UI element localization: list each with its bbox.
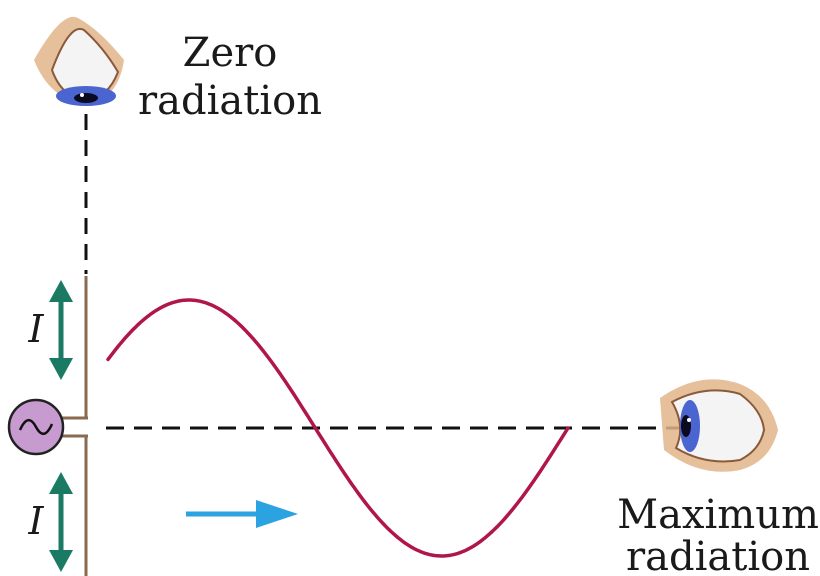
maximum-radiation-label-line1: Maximum (617, 492, 819, 538)
dipole-antenna (62, 276, 88, 576)
current-label-bottom: I (27, 499, 44, 543)
current-arrow-top-icon (49, 280, 73, 380)
zero-radiation-label-line1: Zero (183, 30, 278, 76)
zero-radiation-label-line2: radiation (138, 78, 322, 124)
ac-source-icon (7, 398, 65, 456)
top-eye-icon (34, 16, 124, 106)
radiated-wave (106, 298, 570, 558)
propagation-arrow-icon (186, 500, 298, 528)
current-label-top: I (27, 307, 44, 351)
side-eye-icon (660, 379, 778, 472)
current-arrow-bottom-icon (49, 472, 73, 572)
maximum-radiation-label-line2: radiation (626, 534, 810, 576)
